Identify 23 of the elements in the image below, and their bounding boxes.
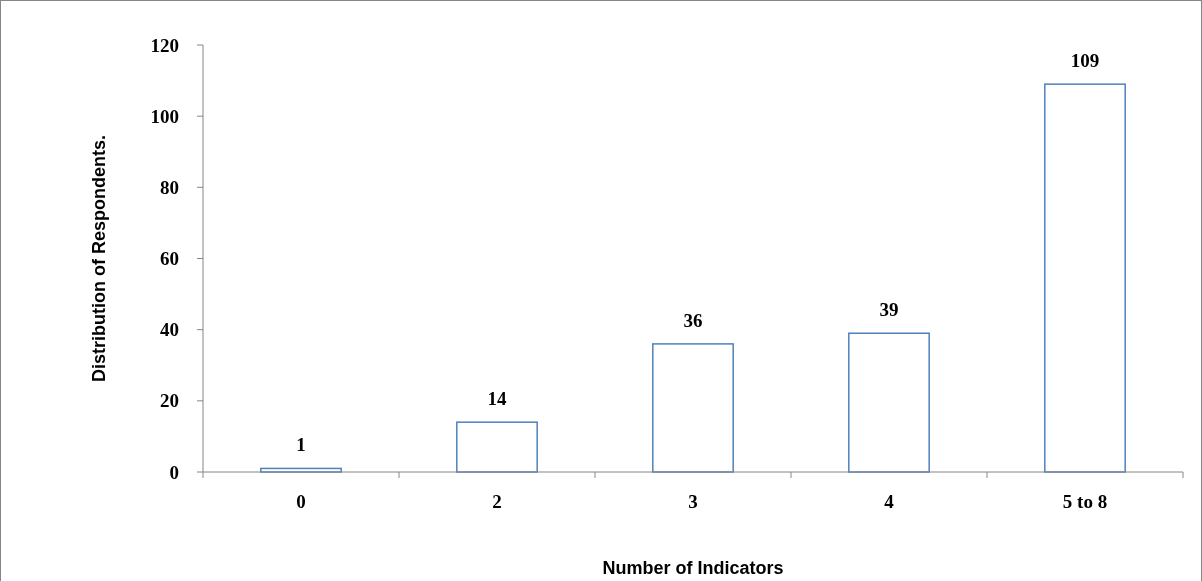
y-tick-label: 120 <box>150 34 179 56</box>
x-tick-label: 5 to 8 <box>1062 491 1108 512</box>
y-tick-label: 0 <box>169 461 179 483</box>
y-tick-label: 80 <box>160 176 179 198</box>
bar <box>1044 83 1126 473</box>
y-tick-label: 60 <box>160 248 179 270</box>
bar <box>456 421 538 473</box>
data-label: 109 <box>1070 50 1100 72</box>
x-axis-title: Number of Indicators <box>602 558 784 578</box>
y-axis-title: Distribution of Respondents. <box>89 135 109 382</box>
y-tick-label: 40 <box>160 319 179 341</box>
data-label: 14 <box>487 388 507 410</box>
x-tick-label: 0 <box>296 491 306 512</box>
x-tick-label: 4 <box>884 491 895 512</box>
x-tick-label: 2 <box>492 491 502 512</box>
bar <box>848 332 930 473</box>
data-label: 36 <box>683 309 703 331</box>
y-tick-label: 20 <box>160 390 179 412</box>
data-label: 1 <box>296 434 306 456</box>
y-tick-label: 100 <box>150 105 179 127</box>
x-tick-label: 3 <box>688 491 698 512</box>
data-label: 39 <box>879 299 899 321</box>
bar <box>652 343 734 473</box>
